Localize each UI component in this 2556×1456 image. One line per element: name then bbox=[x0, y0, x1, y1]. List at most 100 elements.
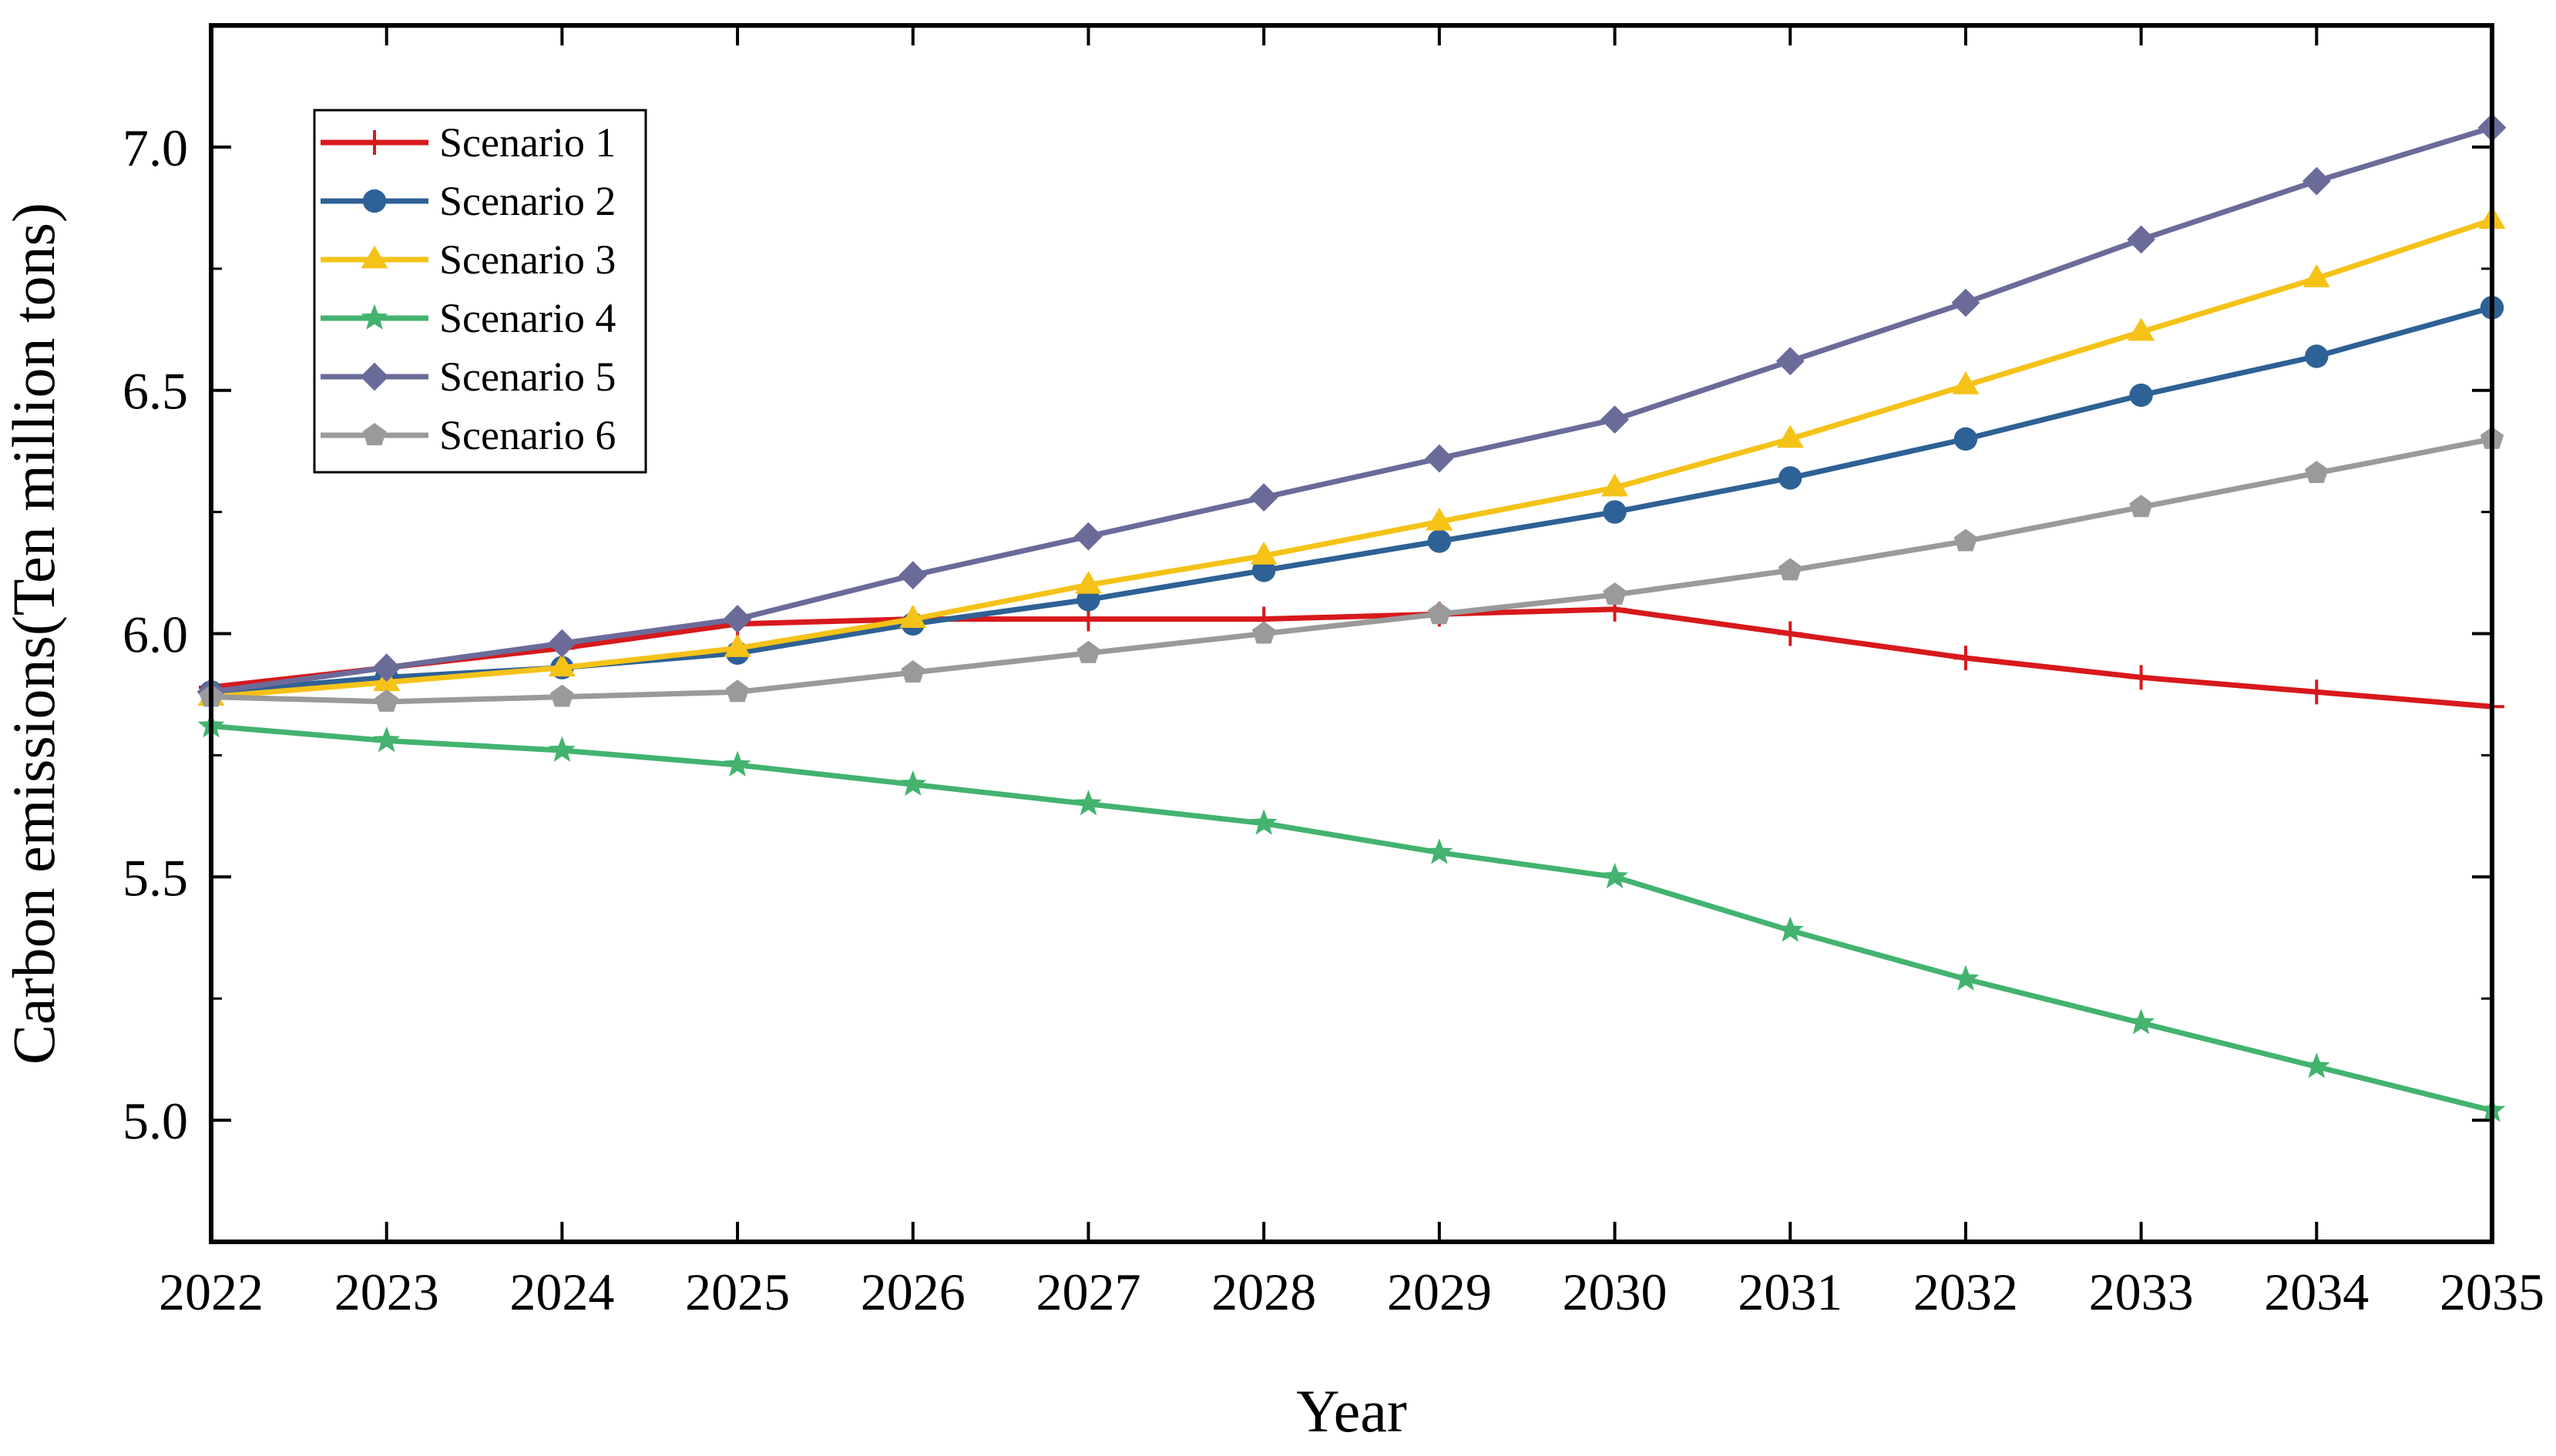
legend-item-scenario-3: Scenario 3 bbox=[321, 237, 616, 283]
data-point-scenario-4 bbox=[1601, 862, 1629, 889]
data-point-scenario-3 bbox=[1776, 424, 1804, 448]
data-point-scenario-2 bbox=[1427, 529, 1452, 553]
x-tick-label: 2027 bbox=[1036, 1263, 1140, 1321]
data-point-scenario-4 bbox=[2128, 1008, 2155, 1035]
data-point-scenario-6 bbox=[1076, 640, 1100, 663]
x-tick-label: 2032 bbox=[1913, 1263, 2018, 1321]
data-point-scenario-3 bbox=[1250, 542, 1278, 565]
data-point-scenario-3 bbox=[2302, 264, 2330, 287]
data-point-scenario-2 bbox=[1603, 500, 1627, 524]
data-point-scenario-5 bbox=[2302, 166, 2331, 196]
legend-item-scenario-2: Scenario 2 bbox=[321, 178, 616, 224]
data-point-scenario-5 bbox=[2127, 225, 2156, 254]
legend-label: Scenario 3 bbox=[439, 237, 616, 283]
data-point-scenario-5 bbox=[372, 653, 401, 683]
series-scenario-3 bbox=[197, 206, 2506, 706]
data-point-scenario-3 bbox=[2128, 317, 2155, 341]
x-tick-label: 2026 bbox=[861, 1263, 966, 1321]
y-axis-title: Carbon emissions(Ten million tons) bbox=[0, 203, 67, 1065]
data-point-scenario-4 bbox=[1074, 790, 1102, 816]
data-point-scenario-6 bbox=[2305, 461, 2329, 484]
data-point-scenario-6 bbox=[1603, 582, 1627, 605]
data-point-scenario-5 bbox=[1600, 405, 1629, 434]
legend-swatch-marker bbox=[362, 189, 387, 213]
data-point-scenario-4 bbox=[1250, 809, 1278, 835]
x-axis-tick-labels: 2022 2023 2024 2025 2026 2027 2028 2029 2030 2031… bbox=[159, 1263, 2544, 1321]
legend-label: Scenario 1 bbox=[439, 119, 616, 166]
legend-label: Scenario 5 bbox=[439, 354, 616, 400]
legend-item-scenario-6: Scenario 6 bbox=[321, 412, 616, 458]
data-point-scenario-4 bbox=[373, 726, 401, 753]
data-point-scenario-2 bbox=[1953, 427, 1978, 451]
legend-item-scenario-1: Scenario 1 bbox=[321, 119, 616, 166]
data-point-scenario-5 bbox=[723, 605, 752, 633]
data-point-scenario-3 bbox=[1601, 473, 1629, 497]
data-point-scenario-5 bbox=[1951, 288, 1980, 317]
data-point-scenario-1 bbox=[2304, 679, 2329, 705]
data-point-scenario-5 bbox=[898, 561, 928, 590]
data-point-scenario-3 bbox=[548, 653, 576, 677]
data-point-scenario-6 bbox=[1778, 558, 1802, 581]
y-tick-label: 6.5 bbox=[123, 362, 188, 421]
data-point-scenario-6 bbox=[1251, 621, 1276, 644]
series-line-scenario-3 bbox=[210, 217, 2494, 700]
data-point-scenario-4 bbox=[1426, 838, 1453, 864]
y-axis-tick-labels: 5.0 5.5 6.0 6.5 7.0 bbox=[123, 119, 188, 1150]
legend-swatch-marker bbox=[362, 423, 387, 445]
x-tick-label: 2024 bbox=[509, 1263, 614, 1321]
data-point-scenario-6 bbox=[374, 689, 398, 712]
legend-swatch-marker bbox=[360, 362, 389, 391]
x-tick-label: 2022 bbox=[159, 1263, 264, 1321]
legend-swatch-marker bbox=[361, 245, 388, 269]
data-point-scenario-5 bbox=[1249, 483, 1278, 512]
x-tick-label: 2030 bbox=[1563, 1263, 1668, 1321]
data-point-scenario-3 bbox=[1426, 507, 1453, 531]
data-point-scenario-4 bbox=[1952, 965, 1980, 991]
series-scenario-6 bbox=[199, 426, 2504, 712]
legend-label: Scenario 4 bbox=[439, 295, 616, 341]
legend-item-scenario-4: Scenario 4 bbox=[321, 295, 616, 341]
series-line-scenario-6 bbox=[210, 436, 2493, 705]
legend-label: Scenario 6 bbox=[439, 412, 616, 458]
x-axis-title: Year bbox=[1296, 1377, 1407, 1444]
x-tick-label: 2029 bbox=[1387, 1263, 1492, 1321]
x-tick-label: 2035 bbox=[2440, 1263, 2544, 1321]
data-point-scenario-3 bbox=[724, 634, 751, 657]
x-tick-label: 2033 bbox=[2089, 1263, 2194, 1321]
legend-label: Scenario 2 bbox=[439, 178, 616, 224]
data-point-scenario-3 bbox=[1074, 570, 1102, 594]
data-point-scenario-5 bbox=[547, 629, 576, 658]
data-point-scenario-4 bbox=[548, 736, 576, 762]
plot-series-layer bbox=[196, 113, 2507, 1122]
data-point-scenario-6 bbox=[725, 679, 750, 703]
data-point-scenario-4 bbox=[724, 750, 751, 777]
legend-item-scenario-5: Scenario 5 bbox=[321, 354, 616, 400]
data-point-scenario-1 bbox=[1778, 621, 1803, 646]
data-point-scenario-1 bbox=[1953, 646, 1978, 671]
series-line-scenario-5 bbox=[210, 125, 2494, 695]
data-point-scenario-3 bbox=[1952, 371, 1980, 394]
data-point-scenario-6 bbox=[1953, 528, 1978, 552]
series-line-scenario-4 bbox=[210, 723, 2493, 1113]
data-point-scenario-6 bbox=[1427, 602, 1452, 625]
y-tick-label: 5.5 bbox=[123, 848, 188, 907]
legend: Scenario 1 Scenario 2 Scenario 3 Scenario 4… bbox=[313, 109, 647, 474]
x-tick-label: 2023 bbox=[334, 1263, 439, 1321]
x-tick-label: 2034 bbox=[2264, 1263, 2369, 1321]
legend-swatch-marker bbox=[361, 304, 388, 330]
data-point-scenario-6 bbox=[2129, 495, 2153, 518]
data-point-scenario-5 bbox=[1425, 444, 1454, 473]
data-point-scenario-3 bbox=[899, 605, 927, 628]
data-point-scenario-2 bbox=[1778, 466, 1802, 490]
data-point-scenario-6 bbox=[550, 684, 574, 707]
series-scenario-5 bbox=[196, 113, 2507, 706]
y-tick-label: 7.0 bbox=[123, 119, 188, 177]
data-point-scenario-6 bbox=[901, 660, 925, 683]
data-point-scenario-4 bbox=[899, 770, 927, 797]
x-tick-label: 2028 bbox=[1211, 1263, 1316, 1321]
legend-box bbox=[313, 109, 647, 474]
data-point-scenario-4 bbox=[1776, 916, 1804, 942]
series-line-scenario-1 bbox=[210, 606, 2493, 710]
data-point-scenario-5 bbox=[1074, 522, 1103, 551]
